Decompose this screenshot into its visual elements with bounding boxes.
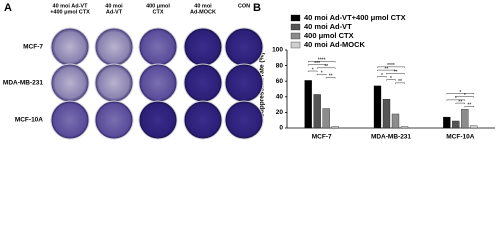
significance-bracket bbox=[464, 106, 475, 108]
significance-label: ** bbox=[467, 103, 471, 109]
x-tick-label: MCF-7 bbox=[312, 134, 332, 141]
significance-bracket bbox=[395, 82, 405, 84]
y-tick-label: 20 bbox=[276, 109, 284, 116]
well bbox=[224, 100, 264, 140]
significance-label: ** bbox=[458, 99, 462, 105]
significance-label: *** bbox=[314, 61, 320, 67]
panel-label: A bbox=[4, 2, 12, 14]
y-tick-label: 40 bbox=[276, 94, 284, 101]
significance-bracket bbox=[446, 99, 466, 101]
legend-label: 400 μmol CTX bbox=[304, 31, 354, 40]
significance-label: * bbox=[459, 90, 461, 96]
legend-swatch bbox=[290, 41, 301, 49]
bar bbox=[331, 126, 339, 129]
significance-bracket bbox=[377, 69, 396, 72]
significance-label: **** bbox=[387, 63, 395, 69]
column-header: CTX bbox=[153, 9, 164, 15]
legend-swatch bbox=[290, 32, 301, 40]
significance-bracket bbox=[377, 76, 387, 78]
legend-label: 40 moi Ad-VT+400 μmol CTX bbox=[304, 13, 406, 22]
bar bbox=[313, 94, 321, 129]
row-label: MCF-10A bbox=[15, 117, 43, 124]
legend-swatch bbox=[290, 14, 301, 22]
significance-label: ** bbox=[324, 64, 328, 70]
figure: A B Suppression rate (%) 40 moi Ad-VT+40… bbox=[3, 2, 495, 141]
well bbox=[94, 100, 134, 140]
well bbox=[224, 27, 264, 67]
significance-bracket bbox=[307, 70, 318, 73]
y-tick-label: 60 bbox=[276, 78, 284, 85]
significance-bracket bbox=[386, 79, 396, 81]
well bbox=[138, 100, 178, 140]
bar bbox=[470, 125, 478, 129]
bar bbox=[400, 126, 409, 129]
x-tick-label: MDA-MB-231 bbox=[371, 134, 411, 141]
bar bbox=[373, 85, 382, 129]
column-header: +400 μmol CTX bbox=[50, 9, 90, 15]
column-header: 40 moi bbox=[194, 3, 212, 9]
significance-bracket bbox=[455, 96, 475, 98]
x-tick-label: MCF-10A bbox=[446, 134, 474, 141]
significance-bracket bbox=[316, 67, 336, 69]
bar bbox=[322, 108, 330, 129]
significance-label: ** bbox=[385, 66, 389, 72]
significance-bracket bbox=[307, 64, 327, 66]
significance-label: **** bbox=[318, 58, 326, 64]
significance-label: * bbox=[455, 96, 457, 102]
well bbox=[183, 27, 223, 67]
well bbox=[50, 100, 90, 140]
well bbox=[224, 63, 264, 103]
significance-bracket bbox=[386, 73, 405, 75]
well bbox=[138, 27, 178, 67]
well bbox=[50, 63, 90, 103]
bar bbox=[382, 98, 391, 129]
column-header: CON bbox=[238, 3, 250, 9]
row-label: MCF-7 bbox=[23, 44, 43, 51]
significance-label: ** bbox=[398, 79, 402, 85]
column-header: 40 moi bbox=[105, 3, 123, 9]
column-header: 40 moi Ad-VT bbox=[53, 3, 89, 9]
well bbox=[183, 100, 223, 140]
significance-label: * bbox=[312, 67, 314, 73]
significance-label: * bbox=[381, 73, 383, 79]
significance-bracket bbox=[377, 66, 405, 68]
y-tick-label: 80 bbox=[276, 62, 284, 69]
significance-bracket bbox=[446, 93, 475, 95]
row-label: MDA-MB-231 bbox=[3, 80, 43, 87]
legend-label: 40 moi Ad-VT bbox=[304, 22, 352, 31]
bar bbox=[391, 113, 400, 129]
significance-label: ** bbox=[394, 70, 398, 76]
significance-bracket bbox=[316, 74, 327, 76]
bar bbox=[304, 80, 312, 129]
bar bbox=[443, 116, 451, 129]
well bbox=[50, 27, 90, 67]
well bbox=[94, 27, 134, 67]
significance-label: * bbox=[464, 93, 466, 99]
significance-bracket bbox=[307, 61, 336, 63]
bar bbox=[461, 109, 469, 129]
significance-label: ** bbox=[329, 74, 333, 80]
well bbox=[183, 63, 223, 103]
significance-bracket bbox=[455, 102, 466, 105]
legend-swatch bbox=[290, 23, 301, 31]
column-header: Ad-MOCK bbox=[190, 9, 216, 15]
bar bbox=[452, 120, 460, 129]
significance-bracket bbox=[325, 77, 336, 79]
y-tick-label: 100 bbox=[272, 47, 283, 54]
well bbox=[94, 63, 134, 103]
well bbox=[138, 63, 178, 103]
legend-label: 40 moi Ad-MOCK bbox=[304, 40, 366, 49]
column-header: Ad-VT bbox=[106, 9, 123, 15]
panel-label: B bbox=[253, 2, 261, 14]
column-header: 400 μmol bbox=[146, 3, 170, 9]
significance-label: * bbox=[321, 71, 323, 77]
significance-label: * bbox=[390, 76, 392, 82]
y-tick-label: 0 bbox=[279, 125, 283, 132]
